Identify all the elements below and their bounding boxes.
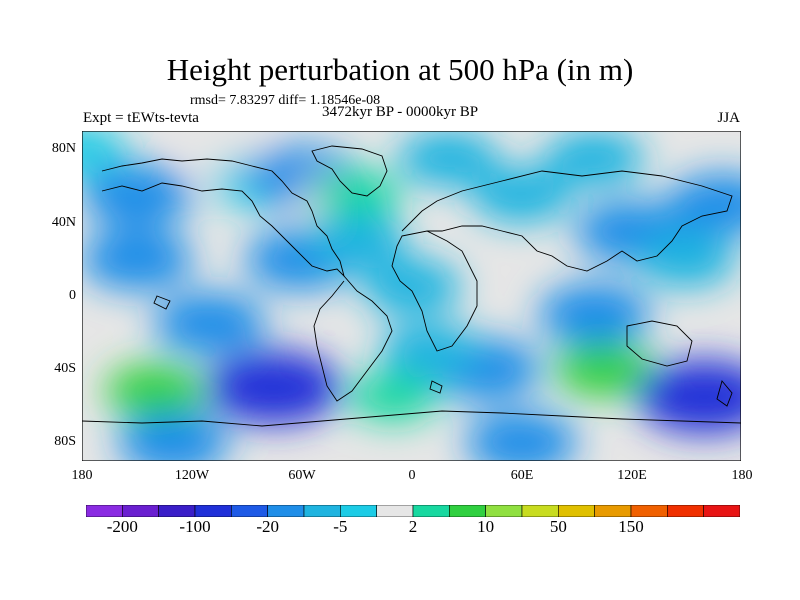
- colorbar-label: 2: [408, 517, 418, 536]
- period-label: 3472kyr BP - 0000kyr BP: [322, 104, 479, 120]
- field-blob: [398, 131, 499, 187]
- season-label: JJA: [717, 110, 740, 126]
- colorbar-label: -100: [179, 517, 211, 536]
- colorbar-swatch: [594, 505, 632, 517]
- colorbar-swatch: [231, 505, 268, 517]
- field-blob: [154, 292, 267, 355]
- colorbar-label: -20: [256, 517, 279, 536]
- colorbar-swatch: [194, 505, 232, 517]
- colorbar-label: 50: [549, 517, 567, 536]
- field-blob: [82, 228, 193, 291]
- field-blob: [465, 411, 578, 461]
- colorbar-swatch: [303, 505, 341, 517]
- x-tick-label: 120E: [617, 468, 647, 483]
- colorbar-label: -200: [106, 517, 138, 536]
- field-blob: [312, 170, 401, 221]
- x-tick-label: 180: [71, 468, 93, 483]
- stats-text: rmsd= 7.83297 diff= 1.18546e-08: [190, 93, 381, 108]
- coastlines: [82, 145, 741, 427]
- field-blob: [82, 131, 126, 175]
- field-blob: [206, 350, 343, 425]
- colorbar-swatch: [630, 505, 668, 517]
- colorbar-swatch: [449, 505, 486, 517]
- colorbar-label: 150: [618, 517, 644, 536]
- field-blob: [349, 371, 438, 422]
- y-tick-label: 80N: [51, 141, 76, 156]
- colorbar-label: 10: [477, 517, 495, 536]
- x-tick-label: 0: [408, 468, 416, 483]
- field-blob: [471, 167, 572, 224]
- y-tick-label: 0: [69, 288, 76, 303]
- experiment-label: Expt = tEWts-tevta: [83, 110, 199, 126]
- y-tick-label: 40N: [51, 215, 76, 230]
- field-blob: [306, 213, 407, 269]
- map-canvas: [82, 131, 741, 461]
- field-blob: [538, 283, 651, 346]
- field-blob: [117, 411, 230, 461]
- colorbar-swatch: [267, 505, 305, 517]
- colorbar-swatch: [521, 505, 559, 517]
- field-blob: [82, 164, 193, 227]
- x-tick-label: 60E: [510, 468, 534, 483]
- chart-title: Height perturbation at 500 hPa (in m): [166, 52, 634, 87]
- x-tick-label: 60W: [288, 468, 316, 483]
- colorbar-swatches: [86, 505, 740, 517]
- field-blob: [361, 258, 462, 315]
- colorbar: [86, 505, 740, 517]
- field-blob: [553, 341, 654, 398]
- colorbar-label: -5: [333, 517, 348, 536]
- y-tick-label: 40S: [54, 361, 76, 376]
- field-blob: [379, 323, 480, 379]
- colorbar-swatch: [703, 505, 740, 517]
- field-blob: [544, 131, 645, 187]
- x-tick-label: 180: [731, 468, 753, 483]
- colorbar-swatch: [412, 505, 450, 517]
- field-layer: [82, 131, 741, 461]
- y-tick-label: 80S: [54, 434, 76, 449]
- map-plot: [82, 131, 741, 461]
- colorbar-swatch: [558, 505, 595, 517]
- colorbar-swatch: [340, 505, 377, 517]
- colorbar-swatch: [86, 505, 123, 517]
- field-blob: [105, 363, 206, 420]
- colorbar-swatch: [667, 505, 704, 517]
- colorbar-swatch: [376, 505, 414, 517]
- colorbar-swatch: [485, 505, 523, 517]
- x-tick-label: 120W: [174, 468, 210, 483]
- colorbar-swatch: [122, 505, 159, 517]
- field-blob: [636, 359, 741, 434]
- field-blob: [666, 173, 741, 236]
- colorbar-swatch: [158, 505, 196, 517]
- field-blob: [636, 231, 737, 288]
